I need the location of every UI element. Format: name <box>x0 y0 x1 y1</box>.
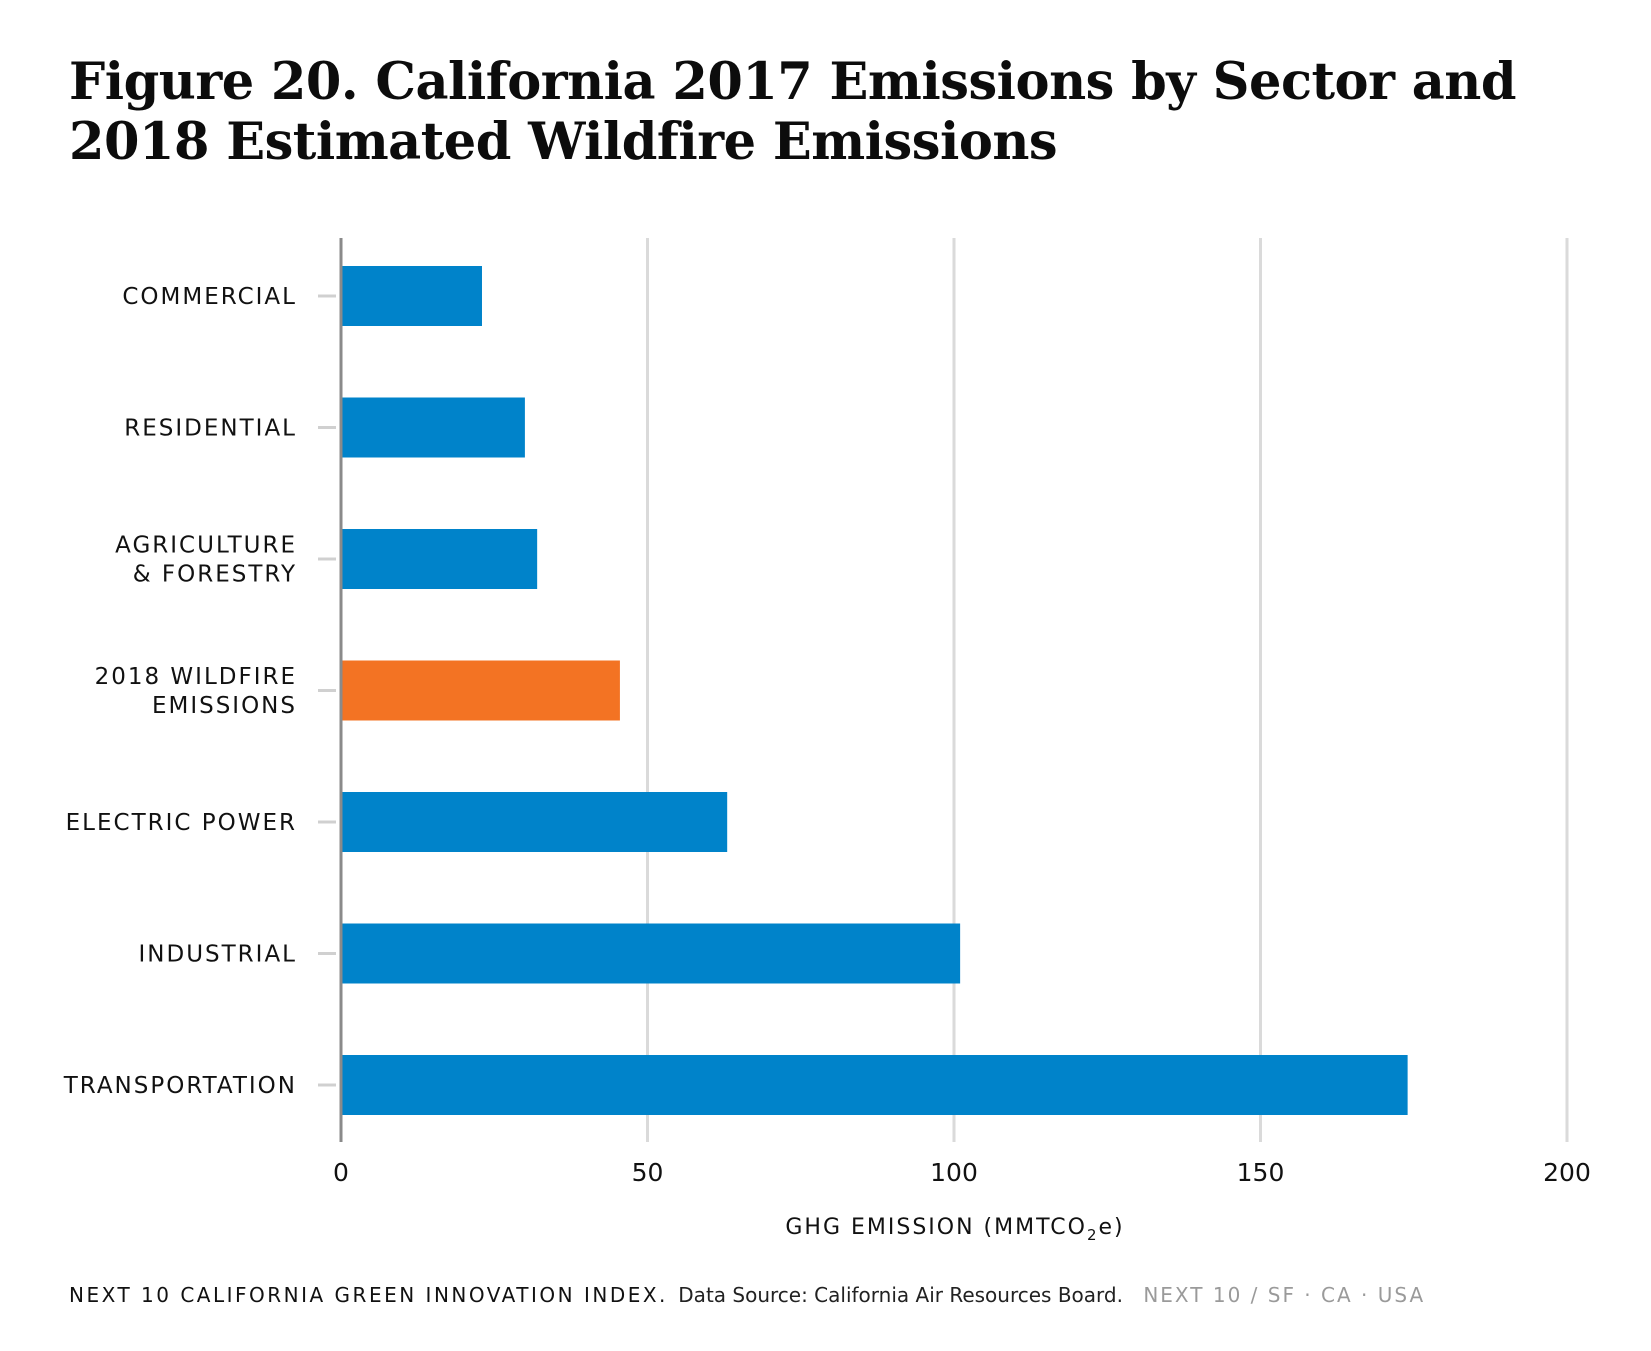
x-tick-labels: 0 50 100 150 200 <box>333 1158 1591 1187</box>
category-ticks <box>318 294 336 1087</box>
bar-1 <box>342 397 525 458</box>
chart-title: Figure 20. California 2017 Emissions by … <box>69 52 1516 172</box>
category-label-3: 2018 WILDFIRE EMISSIONS <box>95 664 297 719</box>
category-label-0: COMMERCIAL <box>122 284 297 310</box>
x-tick-label-50: 50 <box>632 1158 664 1187</box>
x-axis-title: GHG EMISSION (MMTCO2e) <box>785 1215 1124 1244</box>
footer: NEXT 10 CALIFORNIA GREEN INNOVATION INDE… <box>69 1283 1425 1307</box>
bar-5 <box>342 923 961 984</box>
bar-0 <box>342 266 482 326</box>
category-label-2: AGRICULTURE & FORESTRY <box>115 533 297 588</box>
bars <box>342 266 1408 1115</box>
x-tick-label-100: 100 <box>930 1158 978 1187</box>
x-tick-label-0: 0 <box>333 1158 349 1187</box>
footer-tag: NEXT 10 / SF · CA · USA <box>1143 1283 1426 1307</box>
category-label-6: TRANSPORTATION <box>63 1073 297 1099</box>
footer-source: Data Source: California Air Resources Bo… <box>678 1283 1123 1307</box>
x-tick-label-150: 150 <box>1237 1158 1285 1187</box>
category-labels: COMMERCIAL RESIDENTIAL AGRICULTURE & FOREST… <box>63 284 298 1099</box>
bar-2 <box>342 529 538 589</box>
bar-4 <box>342 792 728 852</box>
bar-3 <box>342 660 620 721</box>
footer-brand: NEXT 10 CALIFORNIA GREEN INNOVATION INDE… <box>69 1283 668 1307</box>
bar-6 <box>342 1055 1408 1115</box>
x-tick-label-200: 200 <box>1543 1158 1591 1187</box>
category-label-5: INDUSTRIAL <box>139 942 298 968</box>
category-label-1: RESIDENTIAL <box>124 416 297 442</box>
category-label-4: ELECTRIC POWER <box>66 810 297 836</box>
gridlines <box>646 238 1569 1142</box>
